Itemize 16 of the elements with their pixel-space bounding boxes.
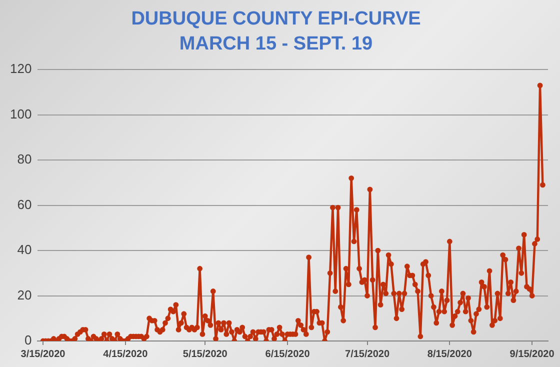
x-tick-label: 5/15/2020 [182, 348, 228, 360]
x-tick-label: 9/15/2020 [510, 348, 555, 360]
chart-subtitle: MARCH 15 - SEPT. 19 [179, 33, 373, 54]
y-tick-label: 120 [10, 61, 32, 76]
x-tick-label: 3/15/2020 [20, 348, 66, 360]
x-tick-label: 6/15/2020 [265, 348, 310, 360]
x-tick-label: 8/15/2020 [427, 348, 472, 360]
y-tick-label: 60 [17, 196, 32, 212]
x-tick-label: 7/15/2020 [345, 348, 390, 360]
y-tick-label: 100 [10, 106, 32, 122]
y-tick-label: 40 [17, 242, 32, 258]
y-tick-label: 0 [24, 332, 32, 348]
y-tick-label: 80 [17, 152, 32, 167]
x-tick-label: 4/15/2020 [103, 348, 148, 360]
y-tick-label: 20 [17, 287, 32, 302]
chart-title: DUBUQUE COUNTY EPI-CURVE [131, 8, 421, 30]
